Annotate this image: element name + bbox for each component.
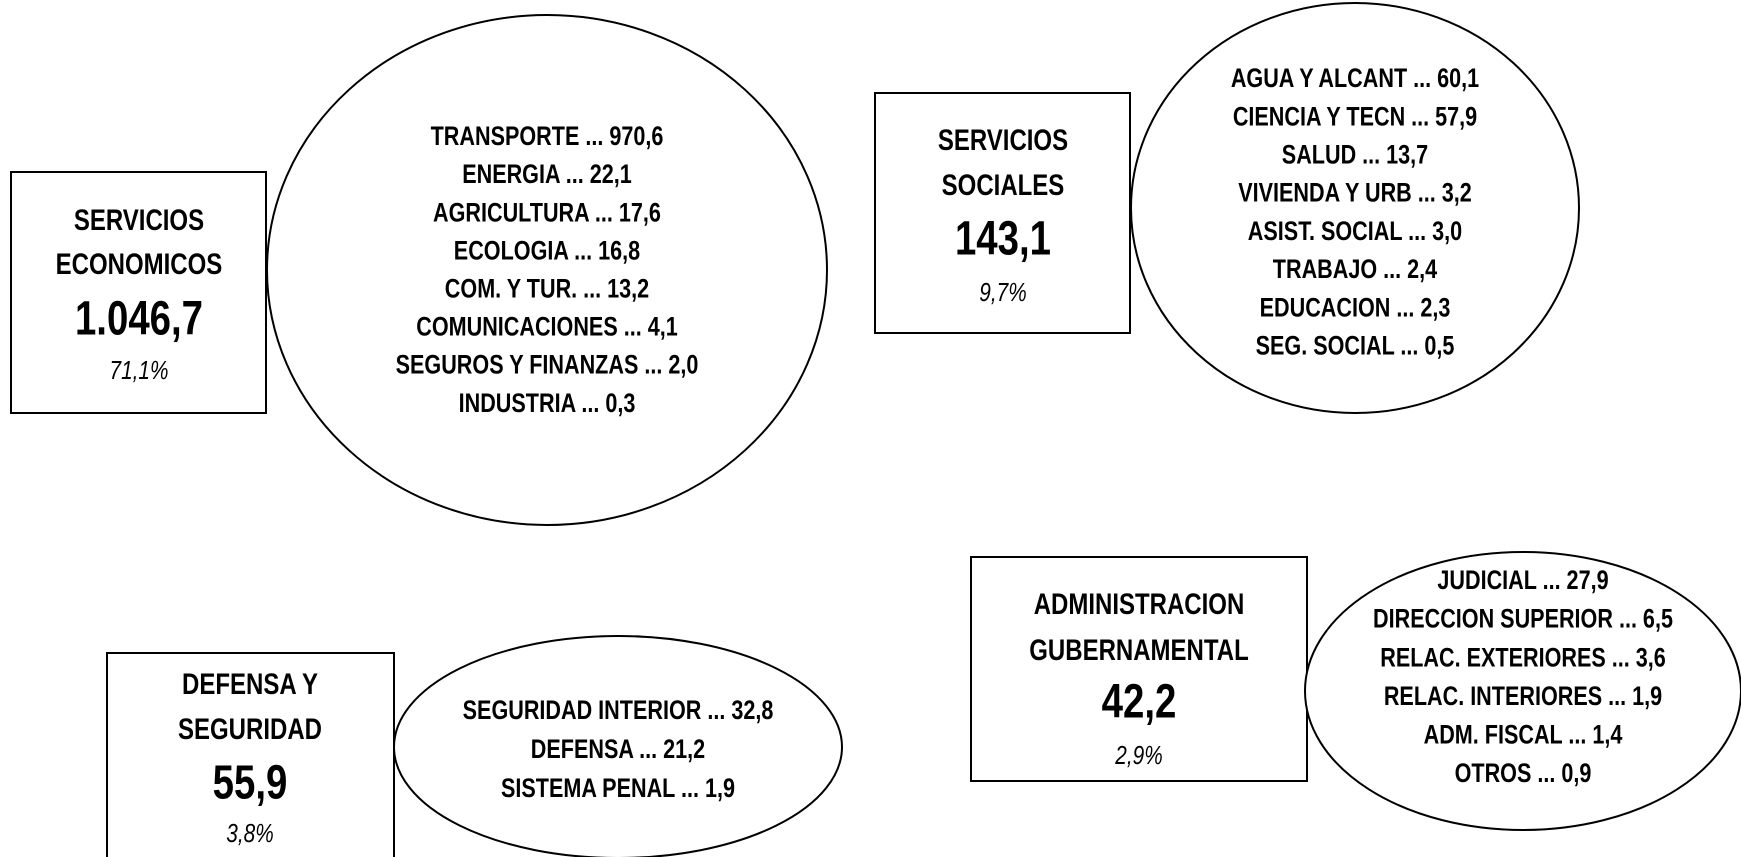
- category-total: 55,9: [213, 757, 288, 810]
- category-title: ADMINISTRACION: [1034, 586, 1245, 620]
- category-title: DEFENSA Y: [182, 666, 318, 700]
- group: ADMINISTRACION GUBERNAMENTAL 42,2 2,9% JUDIC…: [970, 551, 1741, 831]
- condensed-text: SERVICIOS SOCIALES 143,1 9,7% AGUA Y ALCANT …: [938, 64, 1479, 361]
- category-title: SERVICIOS: [938, 122, 1068, 156]
- detail-ellipse: [393, 635, 843, 857]
- condensed-text: SERVICIOS ECONOMICOS 1.046,7 71,1% TRANSPORT…: [56, 122, 699, 419]
- item: AGUA Y ALCANT ... 60,1: [1231, 64, 1479, 94]
- category-total: 143,1: [955, 213, 1051, 266]
- item: RELAC. INTERIORES ... 1,9: [1384, 682, 1662, 712]
- category-percent: 2,9%: [1114, 741, 1162, 770]
- detail-ellipse: [1304, 551, 1741, 831]
- item: SEGURIDAD INTERIOR ... 32,8: [463, 696, 774, 726]
- item: SALUD ... 13,7: [1282, 140, 1428, 170]
- item: RELAC. EXTERIORES ... 3,6: [1380, 643, 1666, 673]
- category-box: [10, 171, 267, 414]
- group: SERVICIOS ECONOMICOS 1.046,7 71,1% TRANSPORT…: [10, 14, 828, 526]
- item: ADM. FISCAL ... 1,4: [1424, 720, 1623, 750]
- item: ENERGIA ... 22,1: [462, 160, 632, 190]
- group: DEFENSA Y SEGURIDAD 55,9 3,8% SEGURIDAD INTE…: [106, 635, 843, 857]
- category-percent: 9,7%: [979, 278, 1026, 307]
- item: OTROS ... 0,9: [1455, 759, 1592, 789]
- category-box: [970, 556, 1308, 782]
- condensed-text: ADMINISTRACION GUBERNAMENTAL 42,2 2,9% JUDIC…: [1029, 566, 1673, 789]
- item: ECOLOGIA ... 16,8: [454, 236, 640, 266]
- category-title: SOCIALES: [942, 167, 1065, 201]
- category-title: ECONOMICOS: [56, 246, 223, 280]
- category-total: 1.046,7: [75, 293, 203, 346]
- item: ASIST. SOCIAL ... 3,0: [1248, 217, 1462, 247]
- item: SEGUROS Y FINANZAS ... 2,0: [396, 351, 699, 381]
- condensed-text: DEFENSA Y SEGURIDAD 55,9 3,8% SEGURIDAD INTE…: [178, 666, 773, 847]
- category-box: [874, 92, 1131, 334]
- category-total: 42,2: [1102, 676, 1177, 729]
- item: INDUSTRIA ... 0,3: [459, 389, 636, 419]
- category-box: [106, 652, 395, 857]
- item: COMUNICACIONES ... 4,1: [416, 312, 678, 342]
- detail-ellipse: [266, 14, 828, 526]
- item: SEG. SOCIAL ... 0,5: [1256, 331, 1455, 361]
- item: TRANSPORTE ... 970,6: [431, 122, 664, 152]
- item: SISTEMA PENAL ... 1,9: [501, 774, 735, 804]
- item: EDUCACION ... 2,3: [1260, 293, 1451, 323]
- category-percent: 3,8%: [226, 819, 273, 848]
- item: CIENCIA Y TECN ... 57,9: [1233, 102, 1477, 132]
- item: DIRECCION SUPERIOR ... 6,5: [1373, 605, 1673, 635]
- item: AGRICULTURA ... 17,6: [433, 198, 661, 228]
- detail-ellipse: [1130, 2, 1580, 414]
- category-percent: 71,1%: [110, 356, 169, 385]
- item: JUDICIAL ... 27,9: [1437, 566, 1608, 596]
- group: SERVICIOS SOCIALES 143,1 9,7% AGUA Y ALCANT …: [874, 2, 1580, 414]
- category-title: GUBERNAMENTAL: [1029, 632, 1248, 666]
- item: TRABAJO ... 2,4: [1273, 255, 1438, 285]
- item: VIVIENDA Y URB ... 3,2: [1238, 179, 1472, 209]
- category-title: SEGURIDAD: [178, 711, 322, 745]
- item: COM. Y TUR. ... 13,2: [445, 274, 649, 304]
- item: DEFENSA ... 21,2: [531, 735, 705, 765]
- category-title: SERVICIOS: [74, 202, 204, 236]
